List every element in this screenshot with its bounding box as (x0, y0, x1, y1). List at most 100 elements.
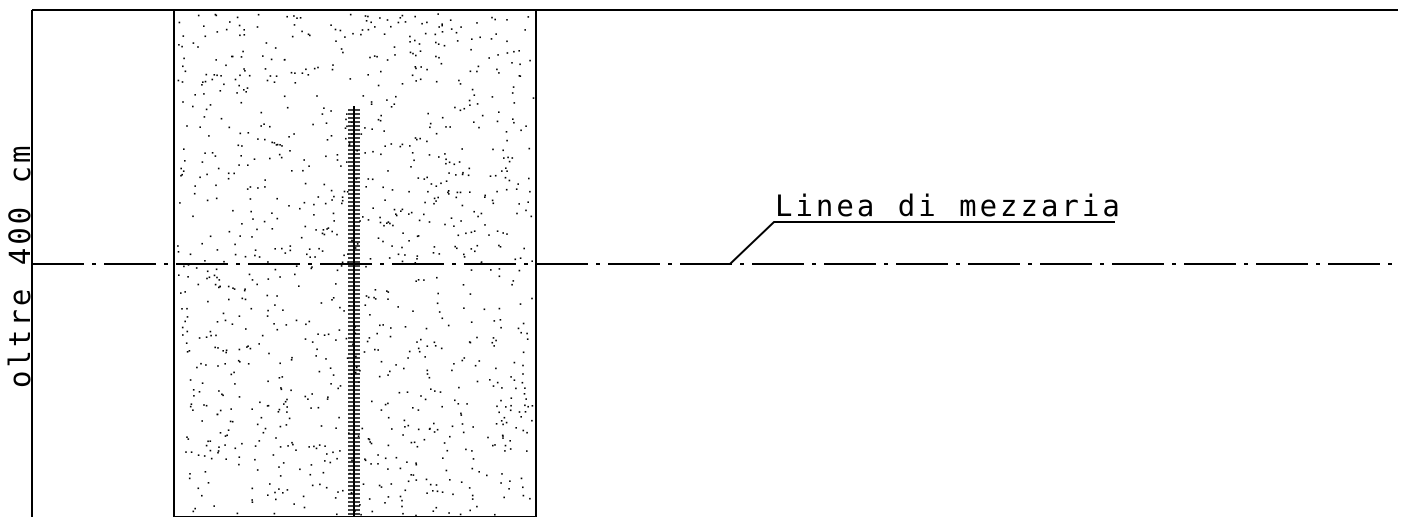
stipple-dot (527, 16, 530, 18)
stipple-dot (457, 234, 460, 237)
stipple-dot (454, 399, 456, 402)
stipple-dot (266, 79, 269, 82)
stipple-dot (320, 302, 323, 304)
stipple-dot (382, 324, 384, 326)
stipple-dot (392, 224, 394, 227)
stipple-dot (349, 13, 352, 16)
stipple-dot (397, 21, 400, 24)
stipple-dot (296, 17, 298, 19)
stipple-dot (386, 290, 388, 292)
stipple-dot (496, 68, 498, 71)
stipple-dot (254, 458, 256, 461)
stipple-dot (326, 228, 328, 230)
stipple-dot (189, 379, 192, 381)
stipple-dot (365, 186, 367, 188)
stipple-dot (308, 446, 310, 448)
stipple-dot (389, 222, 391, 225)
stipple-dot (291, 356, 293, 359)
stipple-dot (471, 450, 473, 452)
stipple-dot (391, 245, 393, 247)
stipple-dot (264, 138, 266, 141)
stipple-dot (209, 440, 212, 442)
stipple-dot (343, 254, 345, 257)
stipple-dot (461, 423, 464, 425)
stipple-dot (177, 251, 180, 253)
stipple-dot (505, 167, 507, 169)
stipple-dot (231, 323, 234, 325)
stipple-dot (377, 454, 379, 456)
stipple-dot (213, 505, 215, 507)
stipple-dot (362, 483, 365, 485)
stipple-dot (326, 398, 329, 400)
stipple-dot (427, 112, 429, 115)
stipple-dot (227, 429, 230, 431)
stipple-dot (395, 213, 397, 215)
stipple-dot (311, 484, 314, 487)
stipple-dot (310, 407, 312, 409)
stipple-dot (347, 253, 349, 255)
stipple-dot (448, 512, 450, 514)
stipple-dot (460, 220, 462, 222)
stipple-dot (364, 304, 367, 306)
stipple-dot (463, 307, 465, 309)
stipple-dot (387, 374, 389, 376)
stipple-dot (442, 457, 444, 459)
stipple-dot (203, 93, 205, 95)
stipple-dot (530, 215, 533, 218)
stipple-dot (399, 145, 402, 148)
stipple-dot (278, 466, 280, 468)
stipple-dot (283, 59, 286, 61)
stipple-dot (261, 334, 264, 337)
stipple-dot (213, 274, 216, 277)
stipple-dot (267, 380, 269, 383)
stipple-dot (226, 434, 228, 437)
stipple-dot (287, 445, 289, 447)
stipple-dot (420, 395, 422, 397)
stipple-dot (407, 424, 410, 427)
stipple-dot (181, 326, 184, 329)
stipple-dot (269, 483, 271, 485)
centerline-label: Linea di mezzaria (775, 189, 1123, 223)
stipple-dot (507, 156, 509, 159)
stipple-dot (417, 177, 420, 179)
stipple-dot (179, 202, 181, 204)
stipple-dot (447, 324, 450, 327)
stipple-dot (323, 233, 326, 236)
stipple-dot (524, 404, 526, 407)
stipple-dot (371, 178, 374, 181)
stipple-dot (278, 488, 280, 490)
stipple-dot (445, 162, 447, 165)
stipple-dot (408, 213, 410, 215)
stipple-dot (505, 406, 507, 408)
stipple-dot (378, 484, 381, 487)
stipple-dot (207, 300, 209, 303)
stipple-dot (217, 450, 220, 452)
stipple-dot (292, 443, 294, 446)
stipple-dot (243, 34, 246, 36)
stipple-dot (438, 156, 440, 158)
stipple-dot (424, 32, 427, 35)
stipple-dot (286, 406, 288, 408)
stipple-dot (342, 51, 344, 54)
stipple-dot (371, 510, 374, 513)
stipple-dot (386, 222, 388, 224)
stipple-dot (340, 165, 342, 167)
stipple-dot (509, 448, 512, 450)
stipple-dot (364, 458, 366, 460)
stipple-dot (205, 336, 208, 338)
stipple-dot (264, 179, 266, 181)
stipple-dot (180, 292, 182, 294)
stipple-dot (237, 144, 240, 147)
stipple-dot (511, 92, 514, 94)
stipple-dot (364, 152, 366, 154)
stipple-dot (209, 104, 212, 106)
stipple-dot (518, 411, 521, 413)
stipple-dot (515, 427, 517, 429)
stipple-dot (387, 291, 390, 293)
stipple-dot (181, 81, 184, 83)
stipple-dot (231, 55, 233, 58)
stipple-dot (239, 132, 242, 135)
stipple-dot (256, 423, 259, 426)
stipple-dot (286, 398, 288, 401)
stipple-dot (216, 321, 219, 323)
